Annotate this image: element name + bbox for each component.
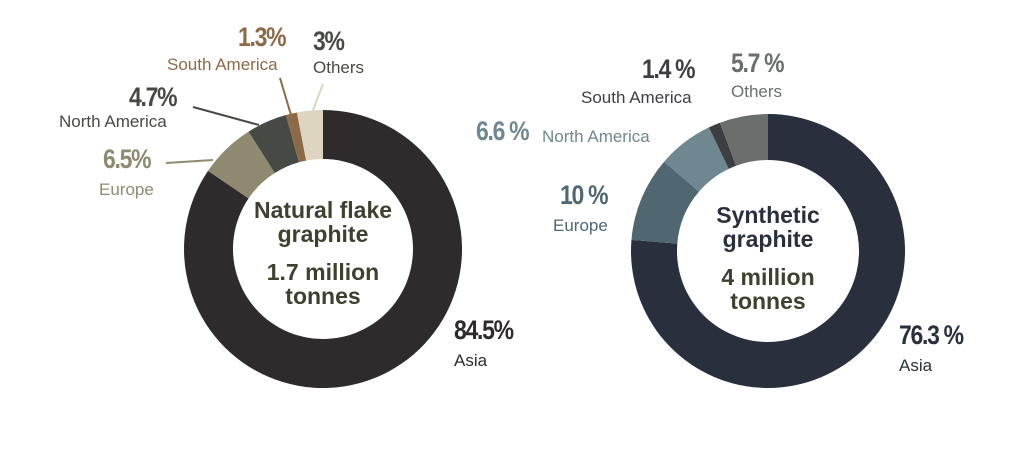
natural-na-pct: 4.7% xyxy=(129,82,177,112)
synthetic-center-text: Synthetic graphite 4 million tonnes xyxy=(678,203,858,314)
synthetic-europe-pct: 10 % xyxy=(560,180,608,210)
synthetic-title-1: Synthetic xyxy=(716,202,820,228)
natural-center-text: Natural flake graphite 1.7 million tonne… xyxy=(233,198,413,309)
natural-others-label: Others xyxy=(313,58,365,77)
natural-europe-label: Europe xyxy=(99,180,154,199)
synthetic-graphite-donut xyxy=(631,114,906,389)
slice-asia xyxy=(184,110,462,388)
natural-title-2: graphite xyxy=(277,221,369,248)
slice-europe xyxy=(208,131,275,199)
natural-asia-pct: 84.5% xyxy=(454,315,514,345)
slice-asia xyxy=(631,114,906,389)
slice-others xyxy=(719,114,768,166)
slice-south-america xyxy=(285,112,307,163)
leader-europe-natural xyxy=(165,159,214,164)
slice-north-america xyxy=(248,115,299,174)
natural-na-label: North America xyxy=(59,112,167,131)
natural-graphite-donut xyxy=(184,110,462,388)
natural-value-2: tonnes xyxy=(285,283,361,310)
synthetic-others-pct: 5.7 % xyxy=(731,48,785,78)
synthetic-sa-pct: 1.4 % xyxy=(642,54,696,84)
synthetic-sa-label: South America xyxy=(581,88,692,107)
synthetic-others-label: Others xyxy=(731,82,783,101)
synthetic-europe-label: Europe xyxy=(553,216,608,235)
natural-value-1: 1.7 million xyxy=(266,259,380,286)
synthetic-value-1: 4 million xyxy=(721,264,815,291)
natural-sa-label: South America xyxy=(167,55,278,74)
natural-asia-label: Asia xyxy=(454,351,488,370)
synthetic-asia-pct: 76.3 % xyxy=(899,320,964,350)
synthetic-asia-label: Asia xyxy=(899,356,933,375)
natural-europe-pct: 6.5% xyxy=(103,144,151,174)
slice-europe xyxy=(631,161,699,244)
slice-south-america xyxy=(708,122,737,169)
synthetic-na-label: North America xyxy=(542,127,650,146)
natural-sa-pct: 1.3% xyxy=(238,22,286,52)
synthetic-na-pct: 6.6 % xyxy=(476,116,530,146)
natural-title-1: Natural flake xyxy=(253,197,393,223)
leader-others-natural xyxy=(312,83,324,111)
leader-sa-natural xyxy=(279,77,292,116)
slice-others xyxy=(296,110,323,161)
slice-north-america xyxy=(664,127,729,192)
synthetic-title-2: graphite xyxy=(722,226,814,253)
synthetic-value-2: tonnes xyxy=(730,288,806,315)
natural-others-pct: 3% xyxy=(313,26,345,56)
leader-na-natural xyxy=(192,106,260,126)
